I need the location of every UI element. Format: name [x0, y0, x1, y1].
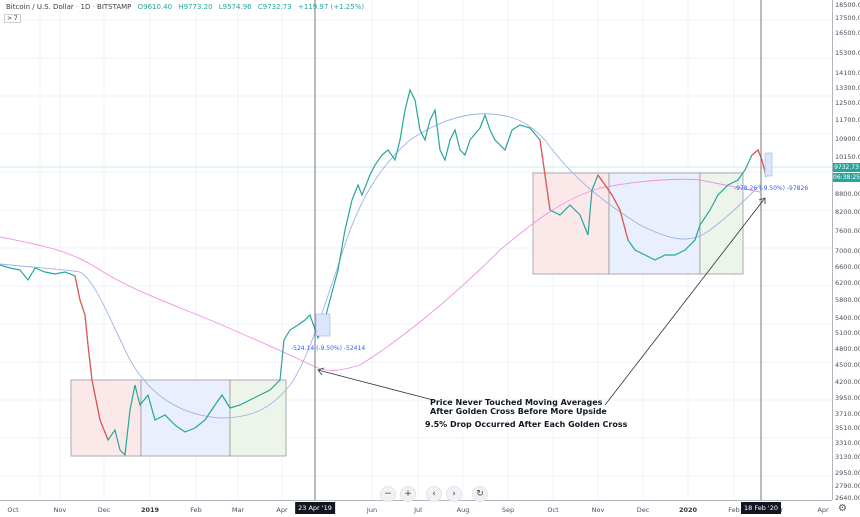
price-tick: 2640.00	[835, 494, 860, 502]
zoom-out-button[interactable]: −	[380, 486, 396, 502]
scroll-right-button[interactable]: ›	[446, 486, 462, 502]
settings-gear-icon[interactable]: ⚙	[838, 503, 847, 514]
time-tick: Sep	[501, 506, 515, 514]
price-tick: 10900.00	[835, 135, 860, 143]
price-tick: 7600.00	[835, 227, 860, 235]
price-tick: 5800.00	[835, 296, 860, 304]
chart-svg	[0, 0, 832, 500]
price-tick: 4500.00	[835, 361, 860, 369]
price-tick: 4800.00	[835, 345, 860, 353]
price-tick: 8200.00	[835, 208, 860, 216]
time-tick: Dec	[97, 506, 111, 514]
time-tick: 2020	[678, 506, 698, 514]
time-tick: Nov	[591, 506, 605, 514]
time-tick: Oct	[7, 506, 19, 514]
time-tick: Mar	[231, 506, 245, 514]
ohlc-change: +119.97 (+1.25%)	[297, 3, 365, 11]
highlight-boxes	[70, 172, 744, 457]
price-tick: 13300.00	[835, 84, 860, 92]
exchange: BITSTAMP	[97, 3, 132, 11]
annotation-line-1: Price Never Touched Moving Averages	[430, 398, 603, 407]
price-tick: 8800.00	[835, 190, 860, 198]
chart-canvas[interactable]	[0, 0, 832, 500]
time-tick: Nov	[53, 506, 67, 514]
price-tick: 3310.00	[835, 439, 860, 447]
price-tick: 18500.00	[835, 1, 860, 9]
symbol-name: Bitcoin / U.S. Dollar	[6, 3, 74, 11]
ohlc-open: O9610.40	[137, 3, 173, 11]
time-tick: Feb	[728, 506, 740, 514]
time-tick: 2019	[140, 506, 160, 514]
time-tick: Apr	[276, 506, 288, 514]
time-tick: Aug	[456, 506, 470, 514]
current-price-label: 9732.73	[833, 163, 860, 172]
price-tick: 12500.00	[835, 99, 860, 107]
price-tick: 10150.00	[835, 153, 860, 161]
time-tick: Dec	[636, 506, 650, 514]
annotation-arrows	[317, 197, 766, 406]
price-tick: 3510.00	[835, 424, 860, 432]
ohlc-close: C9732.73	[257, 3, 292, 11]
time-axis[interactable]: Oct Nov Dec 2019 Feb Mar Apr Jun Jul Aug…	[0, 500, 832, 517]
price-tick: 5100.00	[835, 329, 860, 337]
indicators-collapse-button[interactable]: > 7	[4, 14, 21, 23]
chart-navigation: − + ‹ › ↻	[380, 486, 488, 502]
crosshair-date-flag-1: 23 Apr '19	[295, 502, 335, 514]
annotation-line-2: After Golden Cross Before More Upside	[430, 407, 607, 416]
price-tick: 11700.00	[835, 116, 860, 124]
reset-chart-button[interactable]: ↻	[472, 486, 488, 502]
ma200-line	[0, 178, 761, 371]
chart-legend: Bitcoin / U.S. Dollar · 1D · BITSTAMP O9…	[6, 3, 365, 11]
price-tick: 2950.00	[835, 469, 860, 477]
crosshair-date-flag-2: 18 Feb '20	[741, 502, 781, 514]
measure-label-2: -978.26 (-9.50%) -97826	[734, 185, 809, 192]
price-tick: 6200.00	[835, 279, 860, 287]
price-tick: 5400.00	[835, 314, 860, 322]
bar-countdown-label: 06:38:25	[833, 173, 860, 182]
price-tick: 17500.00	[835, 14, 860, 22]
price-axis[interactable]: 18500.00 17500.00 16500.00 15300.00 1410…	[832, 0, 860, 502]
zoom-in-button[interactable]: +	[400, 486, 416, 502]
measure-label-1: -524.14 (-9.50%) -52414	[291, 345, 366, 352]
time-tick: Feb	[190, 506, 202, 514]
price-tick: 2790.00	[835, 482, 860, 490]
price-tick: 6600.00	[835, 263, 860, 271]
time-tick: Apr	[817, 506, 829, 514]
price-tick: 15300.00	[835, 49, 860, 57]
annotation-text-2: 9.5% Drop Occurred After Each Golden Cro…	[425, 420, 628, 429]
time-tick: Jul	[414, 506, 422, 514]
annotation-text-1: Price Never Touched Moving Averages Afte…	[430, 398, 607, 416]
price-tick: 7000.00	[835, 247, 860, 255]
measure-box-2	[764, 152, 773, 177]
price-tick: 14100.00	[835, 69, 860, 77]
ohlc-low: L9574.96	[218, 3, 252, 11]
price-tick: 16500.00	[835, 29, 860, 37]
ma50-line	[0, 113, 761, 419]
interval[interactable]: 1D	[80, 3, 91, 11]
scroll-left-button[interactable]: ‹	[426, 486, 442, 502]
price-drop-segment	[74, 139, 767, 441]
price-tick: 3950.00	[835, 394, 860, 402]
ohlc-high: H9773.20	[178, 3, 213, 11]
price-tick: 3710.00	[835, 410, 860, 418]
price-tick: 4200.00	[835, 378, 860, 386]
price-tick: 3130.00	[835, 453, 860, 461]
time-tick: Oct	[547, 506, 559, 514]
time-tick: Jun	[366, 506, 378, 514]
measure-box-1	[315, 313, 331, 337]
